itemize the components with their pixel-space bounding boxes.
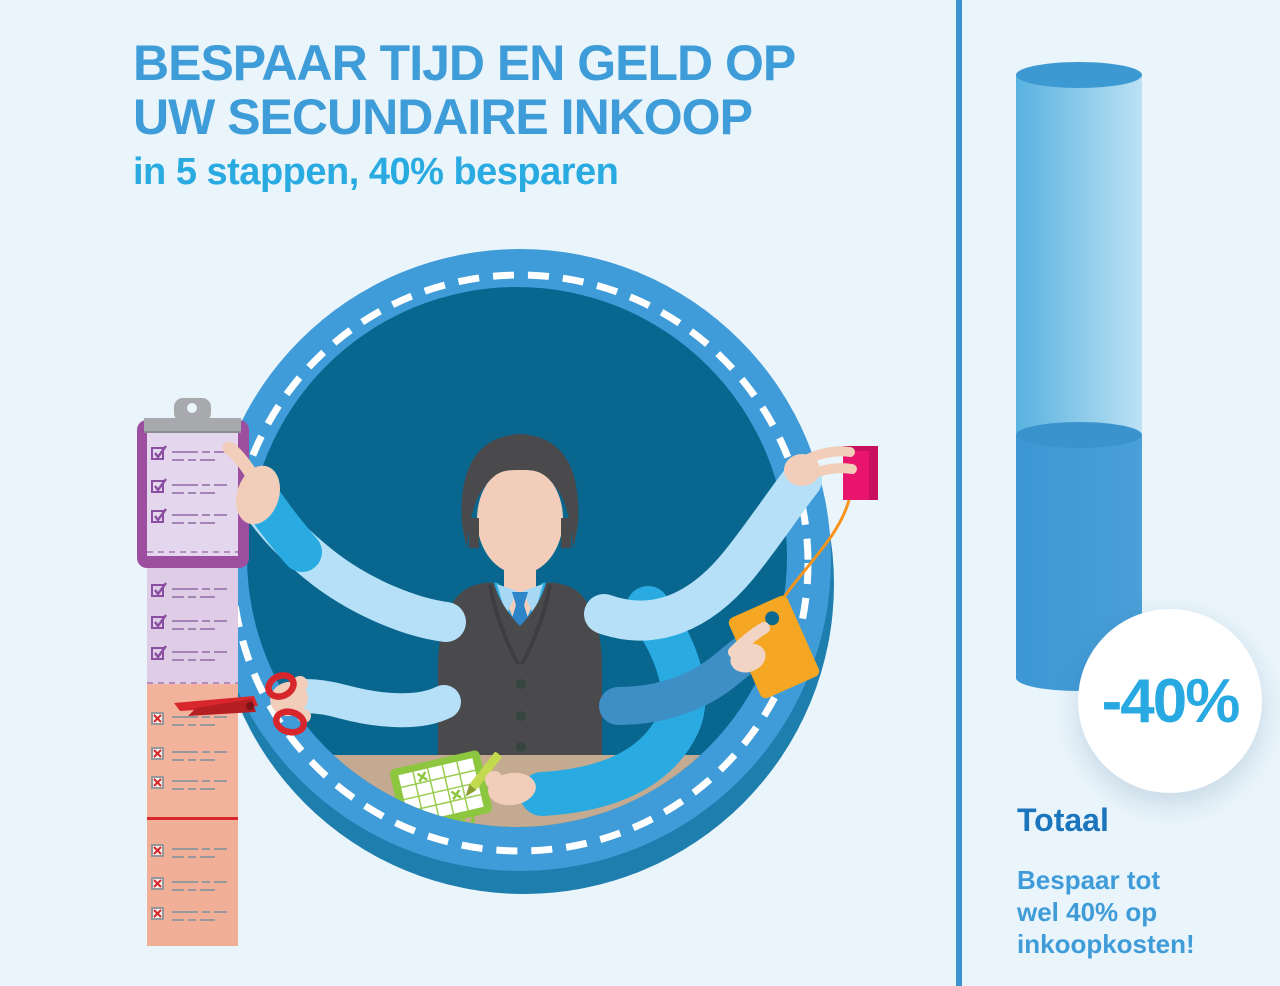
- header: BESPAAR TIJD EN GELD OP UW SECUNDAIRE IN…: [133, 35, 796, 193]
- caption-line-3: inkoopkosten!: [1017, 929, 1195, 959]
- page-subtitle: in 5 stappen, 40% besparen: [133, 151, 619, 193]
- upper-right-arm: [584, 460, 822, 641]
- writing-hand: [485, 771, 536, 806]
- strip-red-line: [147, 817, 238, 820]
- cylinder-upper-faded: [1016, 75, 1142, 448]
- coffee-mug: [784, 446, 878, 500]
- caption-line-1: Bespaar tot: [1017, 865, 1161, 895]
- cylinder-mid-ellipse: [1016, 422, 1142, 448]
- scissors-icon: [174, 672, 308, 736]
- title-line-2: UW SECUNDAIRE INKOOP: [133, 89, 753, 145]
- hair: [461, 434, 579, 549]
- clip-bar: [144, 418, 241, 432]
- vest-button: [516, 742, 526, 752]
- chart-label-totaal: Totaal: [1017, 802, 1109, 838]
- page-title: BESPAAR TIJD EN GELD OP UW SECUNDAIRE IN…: [133, 35, 796, 145]
- vest-lapels: [488, 584, 552, 665]
- tag-hand: [728, 622, 770, 673]
- clip-hole: [187, 403, 197, 413]
- caption-line-2: wel 40% op: [1017, 897, 1158, 927]
- sideburn-right: [561, 518, 571, 548]
- chart-caption: Bespaar tot wel 40% op inkoopkosten!: [1017, 864, 1195, 960]
- dashed-circle: [228, 271, 812, 855]
- receipt-strip: [147, 556, 238, 946]
- vest-button: [516, 711, 526, 721]
- face: [477, 464, 563, 574]
- pen: [465, 752, 502, 797]
- savings-badge-value: -40%: [1101, 666, 1241, 736]
- cylinder-top: [1016, 62, 1142, 88]
- sideburn-left: [469, 518, 479, 548]
- scissors-arm: [287, 679, 461, 728]
- savings-badge: -40%: [1078, 609, 1262, 793]
- clipboard-hand: [222, 441, 281, 525]
- mug-fingers: [805, 446, 857, 479]
- writing-arm: [520, 586, 706, 816]
- vest-button: [516, 679, 526, 689]
- cost-cylinder-chart: [1016, 62, 1142, 691]
- vertical-divider: [956, 0, 962, 986]
- mug-rim: [843, 446, 878, 451]
- cylinder-lower-solid: [1016, 435, 1142, 691]
- clipboard-checklist: [137, 398, 249, 568]
- price-tag-icon: [728, 595, 820, 699]
- mug-shade: [869, 446, 878, 500]
- title-line-1: BESPAAR TIJD EN GELD OP: [133, 35, 796, 91]
